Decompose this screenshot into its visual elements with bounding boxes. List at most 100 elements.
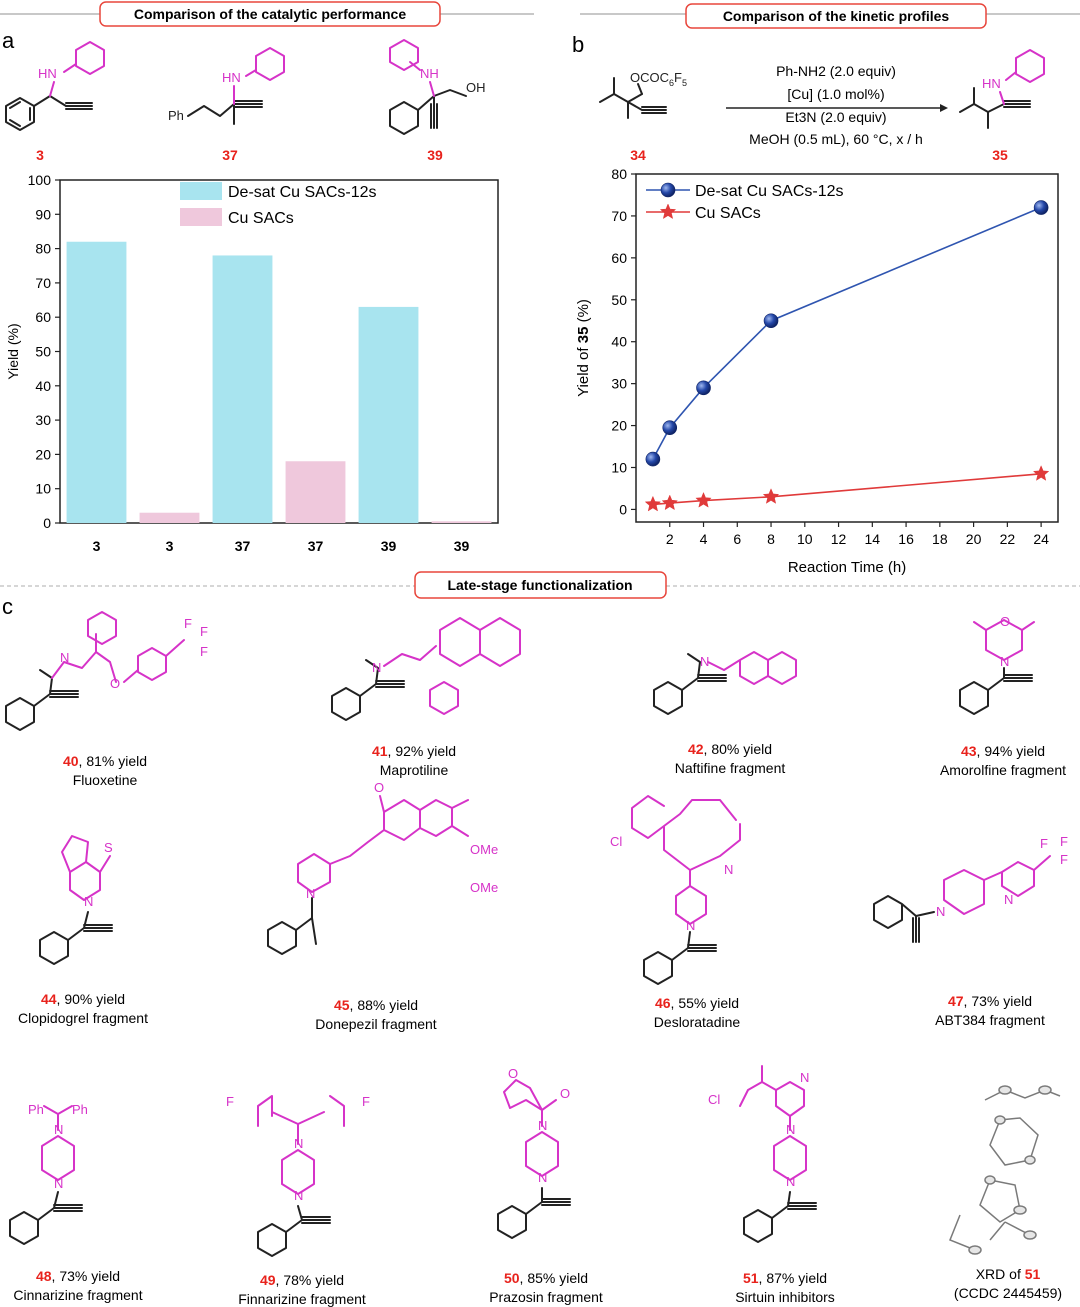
caption-51-name: Sirtuin inhibitors	[735, 1289, 835, 1305]
bar-y-tick-label: 100	[28, 172, 52, 188]
structures-grid: O N F F F N N N O N S	[5, 611, 1068, 1257]
condition-3: Et3N (2.0 equiv)	[785, 109, 886, 125]
compound-label-37: 37	[222, 147, 238, 163]
bar-legend-label: Cu SACs	[228, 210, 294, 227]
caption-42-yield: , 80% yield	[704, 741, 772, 757]
structure-50: N N O O	[497, 1066, 571, 1239]
line-y-axis-label: Yield of 35 (%)	[575, 299, 592, 397]
atom-ome1-45: OMe	[470, 842, 498, 857]
compound-label-39: 39	[427, 147, 443, 163]
atom-f3-47: F	[1060, 834, 1068, 849]
svg-text:40, 81% yield: 40, 81% yield	[63, 753, 147, 769]
caption-51: 51, 87% yield Sirtuin inhibitors	[735, 1270, 835, 1305]
line-point-star	[695, 491, 712, 508]
line-y-tick-label: 70	[611, 208, 627, 224]
caption-41-name: Maprotiline	[380, 762, 449, 778]
caption-44-name: Clopidogrel fragment	[18, 1010, 148, 1026]
bar-39-cusacs	[431, 521, 492, 523]
structure-37: Ph HN	[168, 47, 285, 125]
atom-n-43: N	[1000, 654, 1009, 669]
atom-o-45: O	[374, 780, 384, 795]
oh-label-39: OH	[466, 80, 486, 95]
caption-40-id: 40	[63, 753, 79, 769]
line-x-tick-label: 4	[700, 531, 708, 547]
bar-37-desat	[212, 255, 273, 523]
atom-s-44: S	[104, 840, 113, 855]
bar-y-tick-label: 30	[35, 412, 51, 428]
bar-x-tick-label: 39	[454, 538, 470, 554]
line-x-tick-label: 20	[966, 531, 982, 547]
line-point-circle	[645, 451, 661, 467]
svg-text:43, 94% yield: 43, 94% yield	[961, 743, 1045, 759]
bar-y-tick-label: 70	[35, 275, 51, 291]
line-x-tick-label: 2	[666, 531, 674, 547]
structure-3: HN	[5, 41, 105, 131]
bar-y-tick-label: 60	[35, 309, 51, 325]
bar-y-tick-label: 80	[35, 241, 51, 257]
structure-42: N	[653, 651, 797, 715]
atom-n-50b: N	[538, 1118, 547, 1133]
line-x-tick-label: 18	[932, 531, 948, 547]
structure-40: O N F F F	[5, 611, 208, 731]
line-point-circle	[696, 380, 711, 396]
caption-40-name: Fluoxetine	[73, 772, 138, 788]
atom-n-45: N	[306, 886, 315, 901]
bar-x-tick-label: 37	[235, 538, 251, 554]
xrd-structure-image	[949, 1085, 1061, 1255]
product-id-35: 35	[992, 147, 1008, 163]
caption-45-name: Donepezil fragment	[315, 1016, 437, 1032]
caption-47-name: ABT384 fragment	[935, 1012, 1045, 1028]
caption-43: 43, 94% yield Amorolfine fragment	[940, 743, 1066, 778]
bar-legend-label: De-sat Cu SACs-12s	[228, 184, 377, 201]
atom-f2-49: F	[362, 1094, 370, 1109]
caption-xrd: XRD of 51 (CCDC 2445459)	[954, 1266, 1062, 1301]
atom-o-50b: O	[508, 1066, 518, 1081]
atom-ph2-48: Ph	[72, 1102, 88, 1117]
atom-ph1-48: Ph	[28, 1102, 44, 1117]
hn-label-35: HN	[982, 76, 1001, 91]
condition-2: [Cu] (1.0 mol%)	[787, 86, 884, 102]
bar-x-tick-label: 3	[93, 538, 101, 554]
atom-o-40: O	[110, 676, 120, 691]
svg-text:47, 73% yield: 47, 73% yield	[948, 993, 1032, 1009]
bar-y-axis-label: Yield (%)	[5, 323, 21, 379]
header-b-label: Comparison of the kinetic profiles	[723, 8, 950, 24]
condition-1: Ph-NH2 (2.0 equiv)	[776, 63, 896, 79]
line-y-tick-label: 50	[611, 292, 627, 308]
caption-46-id: 46	[655, 995, 671, 1011]
svg-text:45, 88% yield: 45, 88% yield	[334, 997, 418, 1013]
line-series-desat	[652, 206, 1042, 460]
line-y-tick-label: 80	[611, 166, 627, 182]
bar-legend-swatch	[180, 182, 222, 200]
bar-x-tick-label: 39	[381, 538, 397, 554]
caption-44-id: 44	[41, 991, 57, 1007]
line-y-tick-label: 40	[611, 334, 627, 350]
bar-x-tick-label: 37	[308, 538, 324, 554]
caption-48-id: 48	[36, 1268, 52, 1284]
line-x-tick-label: 12	[831, 531, 847, 547]
bar-3-cusacs	[139, 512, 200, 523]
svg-text:50, 85% yield: 50, 85% yield	[504, 1270, 588, 1286]
panel-letter-b: b	[572, 32, 584, 57]
line-point-star	[644, 495, 662, 512]
atom-n-42: N	[700, 654, 709, 669]
svg-text:51, 87% yield: 51, 87% yield	[743, 1270, 827, 1286]
line-x-tick-label: 14	[865, 531, 881, 547]
structure-51: N N N Cl	[708, 1065, 817, 1243]
caption-43-id: 43	[961, 743, 977, 759]
header-b: Comparison of the kinetic profiles	[580, 3, 1080, 29]
caption-42-id: 42	[688, 741, 704, 757]
atom-cl-46: Cl	[610, 834, 622, 849]
line-y-tick-label: 30	[611, 376, 627, 392]
atom-f2-40: F	[200, 644, 208, 659]
bar-y-tick-label: 0	[43, 515, 51, 531]
atom-o-43: O	[1000, 614, 1010, 629]
condition-4: MeOH (0.5 mL), 60 °C, x / h	[749, 131, 923, 147]
line-x-axis-label: Reaction Time (h)	[788, 559, 906, 576]
structure-43: N O	[959, 614, 1035, 715]
caption-43-yield: , 94% yield	[977, 743, 1045, 759]
atom-cl-51: Cl	[708, 1092, 720, 1107]
caption-50-id: 50	[504, 1270, 520, 1286]
